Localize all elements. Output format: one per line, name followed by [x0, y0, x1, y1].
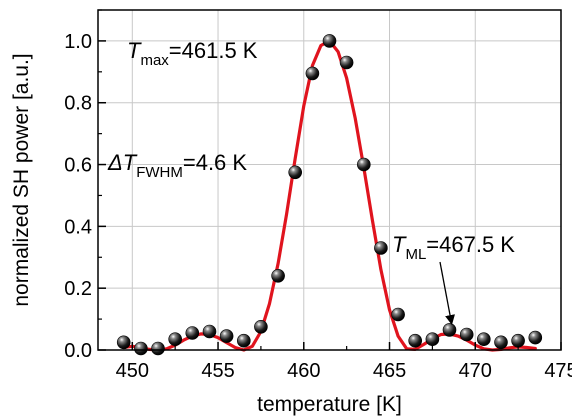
data-point	[511, 333, 525, 348]
data-point	[459, 327, 474, 342]
axis-ticks	[98, 9, 562, 351]
x-tick-label: 455	[201, 360, 234, 382]
annotation-fwhm-value: =4.6 K	[183, 150, 248, 175]
annotation-tmax-value: =461.5 K	[169, 38, 258, 63]
plot-frame	[97, 9, 562, 351]
annotation-tmax-subscript: max	[140, 52, 169, 69]
data-point	[151, 341, 165, 356]
data-point	[356, 157, 371, 172]
data-point	[271, 268, 285, 283]
annotation-tml-value: =467.5 K	[426, 232, 515, 257]
x-tick-label: 450	[116, 360, 149, 382]
y-tick-label: 1.0	[64, 31, 92, 53]
fit-curve	[122, 39, 537, 352]
annotation-fwhm: ΔTFWHM=4.6 K	[107, 150, 247, 181]
x-tick-labels: 450 455 460 465 470 475	[116, 360, 572, 382]
data-point	[339, 55, 354, 70]
annotation-tml-subscript: ML	[405, 246, 426, 263]
data-point	[116, 335, 131, 350]
data-point	[237, 333, 251, 348]
data-point	[408, 333, 423, 348]
x-tick-label: 465	[373, 360, 406, 382]
data-point	[185, 326, 200, 340]
data-point	[391, 307, 405, 322]
x-tick-label: 475	[544, 360, 572, 382]
y-tick-label: 0.4	[64, 216, 92, 238]
y-tick-label: 0.0	[64, 340, 92, 362]
x-tick-label: 460	[287, 360, 320, 382]
annotation-fwhm-subscript: FWHM	[136, 164, 183, 181]
y-tick-label: 0.6	[64, 155, 92, 177]
y-tick-labels: 0.0 0.2 0.4 0.6 0.8 1.0	[64, 31, 92, 362]
y-axis-title: normalized SH power [a.u.]	[10, 53, 33, 306]
data-point	[442, 323, 457, 337]
data-point	[254, 319, 268, 334]
data-point	[305, 66, 320, 81]
annotation-tml-symbol: T	[392, 232, 407, 257]
fit-line	[122, 39, 537, 352]
data-point	[219, 329, 234, 343]
data-point	[202, 324, 217, 339]
data-point	[288, 165, 303, 180]
y-tick-label: 0.8	[64, 93, 92, 115]
data-point	[322, 34, 337, 48]
data-point	[528, 330, 543, 345]
annotation-tml-arrow	[439, 261, 455, 325]
data-point	[374, 241, 388, 255]
annotation-fwhm-symbol: ΔT	[107, 150, 138, 175]
annotation-tmax: Tmax=461.5 K	[127, 38, 258, 69]
data-point	[494, 335, 508, 350]
data-points	[116, 34, 543, 356]
grid-lines	[98, 10, 561, 350]
data-point	[134, 341, 148, 356]
data-point	[476, 332, 491, 347]
x-tick-label: 470	[459, 360, 492, 382]
annotation-tml: TML=467.5 K	[392, 232, 515, 263]
data-point	[425, 332, 440, 347]
data-point	[168, 332, 182, 347]
y-tick-label: 0.2	[64, 278, 92, 300]
annotation-tmax-symbol: T	[127, 38, 142, 63]
x-axis-title: temperature [K]	[257, 393, 402, 416]
